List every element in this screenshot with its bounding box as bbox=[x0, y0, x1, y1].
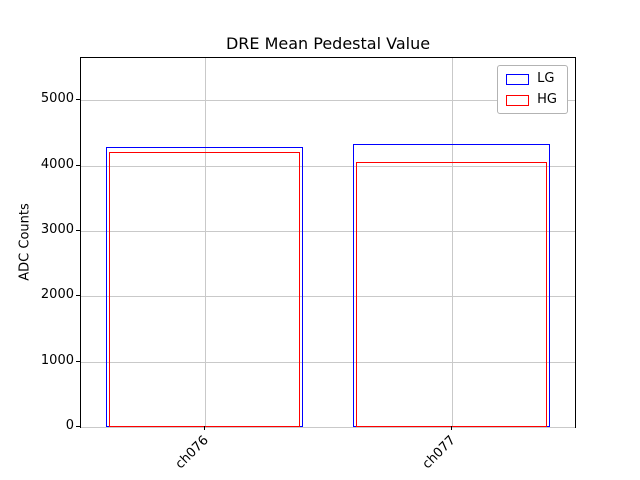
x-tick-mark bbox=[203, 426, 205, 430]
y-tick-label: 1000 bbox=[40, 352, 74, 368]
x-tick-label: ch077 bbox=[420, 433, 460, 473]
gridline-h bbox=[81, 165, 575, 167]
y-tick-mark bbox=[76, 230, 80, 232]
legend-item-HG: HG bbox=[506, 93, 557, 107]
y-tick-mark bbox=[76, 99, 80, 101]
legend-label-HG: HG bbox=[537, 92, 557, 107]
bar-HG-ch076 bbox=[109, 152, 300, 427]
x-tick-label: ch076 bbox=[173, 433, 213, 473]
plot-area: LG HG bbox=[80, 57, 576, 428]
chart-title: DRE Mean Pedestal Value bbox=[225, 34, 431, 53]
gridline-v bbox=[451, 58, 453, 427]
gridline-h bbox=[81, 296, 575, 298]
y-tick-mark bbox=[76, 426, 80, 427]
y-tick-mark bbox=[76, 360, 80, 362]
y-tick-mark bbox=[76, 164, 80, 166]
y-tick-label: 4000 bbox=[40, 156, 74, 172]
legend-items: LG HG bbox=[506, 72, 557, 107]
legend-label-LG: LG bbox=[537, 71, 555, 86]
gridline-h bbox=[81, 231, 575, 233]
gridline-h bbox=[81, 427, 575, 428]
y-tick-label: 3000 bbox=[40, 222, 74, 238]
gridline-h bbox=[81, 361, 575, 363]
y-tick-label: 2000 bbox=[40, 287, 74, 303]
gridline-h bbox=[81, 100, 575, 102]
y-axis-label: ADC Counts bbox=[17, 203, 33, 281]
y-tick-mark bbox=[76, 295, 80, 297]
legend-patch-HG bbox=[506, 94, 530, 106]
legend-item-LG: LG bbox=[506, 72, 557, 86]
x-tick-mark bbox=[450, 426, 452, 430]
gridline-v bbox=[204, 58, 206, 427]
bar-HG-ch077 bbox=[356, 161, 547, 427]
legend: LG HG bbox=[497, 65, 568, 114]
y-tick-label: 0 bbox=[65, 418, 74, 433]
legend-patch-LG bbox=[506, 73, 530, 85]
y-tick-label: 5000 bbox=[40, 91, 74, 107]
